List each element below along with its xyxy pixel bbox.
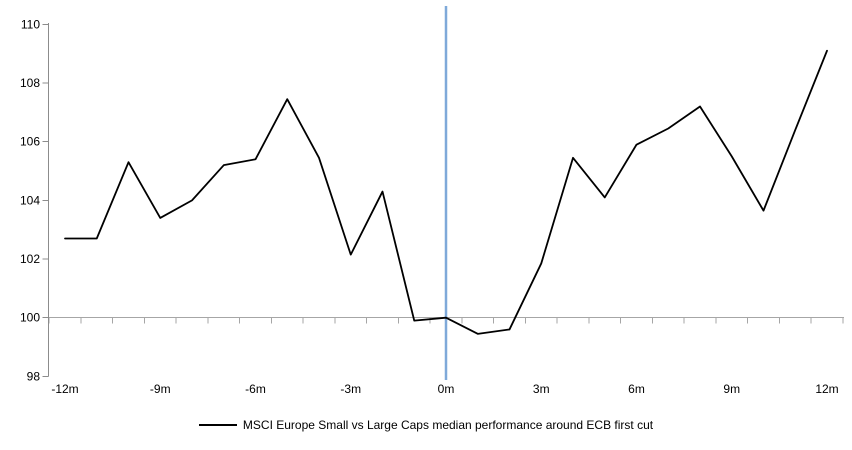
x-axis-tick-label: -12m xyxy=(51,382,78,396)
x-axis-tick-label: 12m xyxy=(815,382,838,396)
x-axis-tick-label: -3m xyxy=(340,382,361,396)
y-axis-tick-label: 110 xyxy=(21,17,40,31)
legend-label: MSCI Europe Small vs Large Caps median p… xyxy=(242,418,654,432)
x-axis-tick-label: -9m xyxy=(150,382,171,396)
performance-series-line xyxy=(64,49,828,335)
y-axis-tick-label: 108 xyxy=(20,76,40,90)
legend: MSCI Europe Small vs Large Caps median p… xyxy=(0,418,852,432)
x-axis-tick-label: 6m xyxy=(628,382,645,396)
x-axis-tick-label: 3m xyxy=(533,382,550,396)
y-axis-tick-label: 98 xyxy=(27,369,41,383)
legend-line-sample xyxy=(198,424,237,426)
y-axis-tick-label: 106 xyxy=(20,135,40,149)
y-axis-tick-label: 104 xyxy=(20,193,40,207)
x-axis-tick-label: -6m xyxy=(245,382,266,396)
x-axis-tick-label: 0m xyxy=(438,382,455,396)
x-axis-tick-label: 9m xyxy=(723,382,740,396)
y-axis-tick-label: 100 xyxy=(20,311,40,325)
y-axis-tick-label: 102 xyxy=(20,252,40,266)
